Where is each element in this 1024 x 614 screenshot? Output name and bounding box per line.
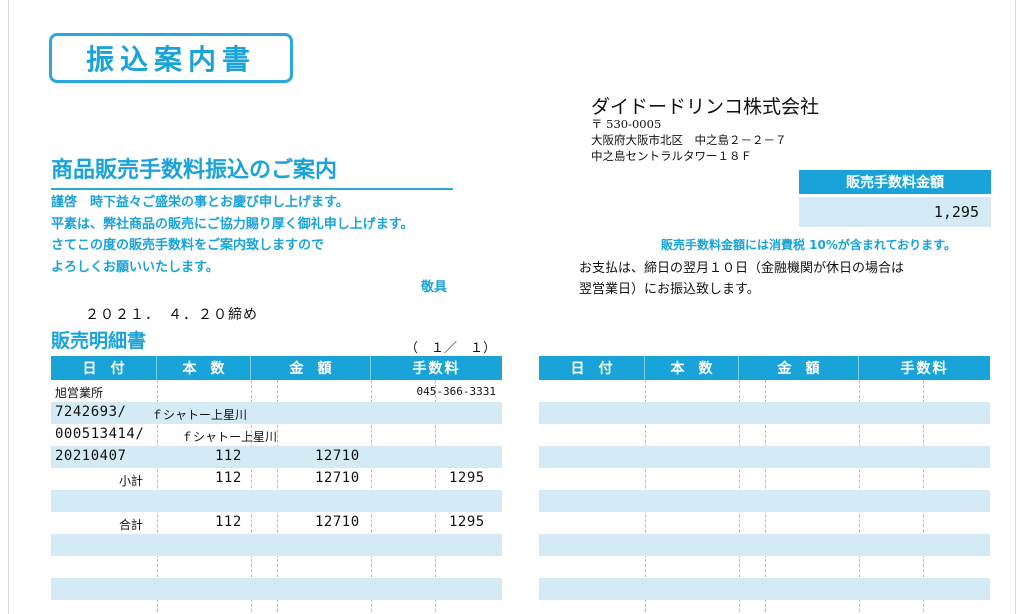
row-date: 20210407 — [55, 448, 127, 464]
row-qty: 112 — [215, 448, 242, 464]
ledger-body — [539, 380, 990, 614]
table-row — [539, 578, 990, 600]
greeting-line: さてこの度の販売手数料をご案内致しますので — [51, 238, 325, 253]
customer-name: ｆシャトー上星川 — [151, 408, 248, 422]
closing-word: 敬具 — [421, 280, 448, 295]
office-name: 旭営業所 — [55, 386, 104, 400]
document-page: 振込案内書 商品販売手数料振込のご案内 謹啓 時下益々ご盛栄の事とお慶び申し上げ… — [8, 0, 1016, 614]
table-row — [51, 534, 502, 556]
company-name: ダイドードリンコ株式会社 — [591, 96, 820, 118]
table-row: 20210407 112 12710 — [51, 446, 502, 468]
column-header-fee: 手数料 — [900, 361, 949, 377]
subtotal-label: 小計 — [119, 474, 144, 488]
column-header-qty: 本数 — [645, 356, 739, 380]
total-amount: 12710 — [315, 514, 360, 530]
subtotal-fee: 1295 — [449, 470, 485, 486]
column-header-date: 日付 — [51, 356, 157, 380]
ledger-table-left: 日付 本数 金額 手数料 旭営業所 045-366-3331 7242693/ … — [51, 356, 502, 614]
total-fee: 1295 — [449, 514, 485, 530]
tax-note: 販売手数料金額には消費税 10%が含まれております。 — [661, 238, 956, 252]
payment-line: 翌営業日）にお振込致します。 — [579, 282, 760, 297]
table-row — [539, 534, 990, 556]
customer-code: 000513414/ — [55, 426, 145, 442]
table-row — [51, 578, 502, 600]
ledger-table-right: 日付 本数 金額 手数料 — [539, 356, 990, 614]
total-qty: 112 — [215, 514, 242, 530]
office-phone: 045-366-3331 — [416, 385, 496, 398]
address-line: 中之島セントラルタワー１８Ｆ — [591, 149, 752, 163]
greeting-line: 平素は、弊社商品の販売にご協力賜り厚く御礼申し上げます。 — [51, 216, 414, 232]
table-row — [539, 490, 990, 512]
fee-label: 販売手数料金額 — [799, 170, 991, 194]
table-row — [539, 556, 990, 578]
table-row — [539, 380, 990, 402]
table-row — [51, 556, 502, 578]
table-row — [539, 600, 990, 614]
table-row: 小計 112 12710 1295 — [51, 468, 502, 490]
table-row: 000513414/ ｆシャトー上星川 — [51, 424, 502, 446]
payment-line: お支払は、締日の翌月１０日（金融機関が休日の場合は — [579, 261, 905, 276]
ledger-body: 旭営業所 045-366-3331 7242693/ ｆシャトー上星川 0005… — [51, 380, 502, 614]
page-number: （ １／ １） — [405, 341, 497, 356]
table-row: 合計 112 12710 1295 — [51, 512, 502, 534]
document-title: 振込案内書 — [49, 33, 293, 83]
column-header-fee: 手数料 — [412, 361, 461, 377]
subtotal-qty: 112 — [215, 470, 242, 486]
table-row — [51, 600, 502, 614]
table-row — [539, 424, 990, 446]
ledger-header: 日付 本数 金額 手数料 — [51, 356, 502, 380]
address-line: 大阪府大阪市北区 中之島２－２－７ — [591, 133, 787, 147]
fee-amount: 1,295 — [799, 197, 991, 227]
total-label: 合計 — [119, 518, 144, 532]
table-row — [51, 490, 502, 512]
subtotal-amount: 12710 — [315, 470, 360, 486]
statement-title: 販売明細書 — [51, 330, 147, 352]
table-row — [539, 402, 990, 424]
closing-date: ２０２１． ４．２０締め — [85, 307, 258, 323]
column-header-amount: 金額 — [251, 356, 371, 380]
column-header-amount: 金額 — [739, 356, 859, 380]
customer-code: 7242693/ — [55, 404, 127, 420]
company-address: 〒 530-0005 大阪府大阪市北区 中之島２－２－７ 中之島セントラルタワー… — [591, 116, 787, 164]
customer-name: ｆシャトー上星川 — [181, 430, 278, 444]
greeting-line: よろしくお願いいたします。 — [51, 259, 219, 275]
table-row: 旭営業所 045-366-3331 — [51, 380, 502, 402]
row-amount: 12710 — [315, 448, 360, 464]
table-row — [539, 446, 990, 468]
table-row: 7242693/ ｆシャトー上星川 — [51, 402, 502, 424]
payment-note: お支払は、締日の翌月１０日（金融機関が休日の場合は 翌営業日）にお振込致します。 — [579, 258, 999, 300]
ledger-header: 日付 本数 金額 手数料 — [539, 356, 990, 380]
column-header-qty: 本数 — [157, 356, 251, 380]
greeting-text: 謹啓 時下益々ご盛栄の事とお慶び申し上げます。 平素は、弊社商品の販売にご協力賜… — [51, 192, 413, 278]
postal-code: 〒 530-0005 — [591, 117, 662, 131]
table-row — [539, 468, 990, 490]
notice-heading: 商品販売手数料振込のご案内 — [51, 152, 453, 190]
table-row — [539, 512, 990, 534]
column-header-date: 日付 — [539, 356, 645, 380]
greeting-line: 謹啓 時下益々ご盛栄の事とお慶び申し上げます。 — [51, 195, 349, 210]
